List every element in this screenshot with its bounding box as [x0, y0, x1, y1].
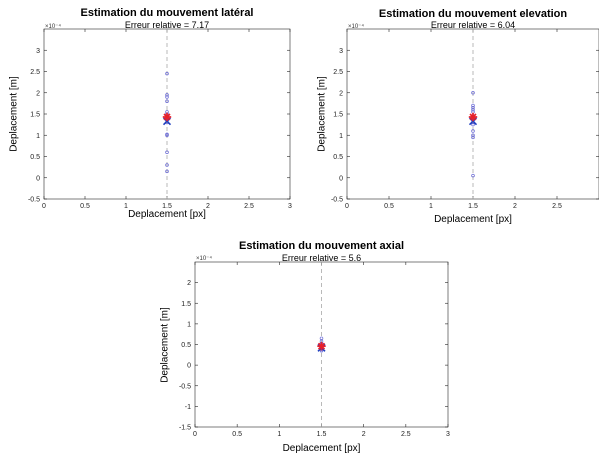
chart-2-sample-point — [471, 122, 475, 127]
chart-3-reference-marker — [317, 341, 326, 351]
chart-3-ytick-label: 0.5 — [181, 342, 191, 349]
chart-3-xtick-label: 1 — [277, 431, 281, 438]
chart-2-xtick-label: 0 — [345, 203, 349, 210]
chart-3-xtick-label: 2 — [362, 431, 366, 438]
chart-1-ytick-label: 2.5 — [30, 69, 40, 76]
chart-2-ytick-label: 1 — [339, 133, 343, 140]
chart-2-sample-point — [471, 135, 475, 140]
chart-1-xtick-label: 0.5 — [80, 203, 90, 210]
chart-2-title: Estimation du mouvement elevation — [378, 8, 568, 20]
chart-3-ytick-label: -1 — [185, 404, 191, 411]
chart-2-reference-marker — [468, 112, 478, 122]
chart-1-xtick-label: 0 — [42, 203, 46, 210]
chart-2-subtitle: Erreur relative = 6.04 — [430, 20, 516, 30]
chart-1-subtitle: Erreur relative = 7.17 — [124, 20, 210, 30]
chart-2-ytick-label: 3 — [339, 48, 343, 55]
chart-1-title: Estimation du mouvement latéral — [80, 7, 254, 19]
chart-3-xlabel: Deplacement [px] — [282, 443, 361, 454]
chart-3-subtitle: Erreur relative = 5.6 — [281, 253, 362, 263]
chart-2-sample-point — [471, 105, 475, 110]
chart-1-sample-point — [165, 169, 169, 174]
chart-1-xtick-label: 3 — [288, 203, 292, 210]
chart-1-ytick-label: -0.5 — [28, 197, 40, 204]
chart-3-xtick-label: 0 — [193, 431, 197, 438]
chart-2-ytick-label: 0 — [339, 175, 343, 182]
chart-2-sample-point — [471, 90, 475, 95]
chart-1-ytick-label: 0 — [36, 175, 40, 182]
chart-3-xtick-label: 0.5 — [232, 431, 242, 438]
chart-1-xtick-label: 2.5 — [244, 203, 254, 210]
chart-1-ytick-label: 1.5 — [30, 112, 40, 119]
chart-1-ytick-label: 3 — [36, 48, 40, 55]
chart-3-xtick-label: 1.5 — [317, 431, 327, 438]
chart-3-ytick-label: -1.5 — [179, 425, 191, 432]
chart-2-sample-point — [471, 173, 475, 178]
chart-2-sample-point — [471, 133, 475, 137]
chart-2-xtick-label: 1.5 — [468, 203, 478, 210]
chart-2-xtick-label: 1 — [429, 203, 433, 210]
chart-3-ytick-label: 1 — [187, 321, 191, 328]
chart-2-xtick-label: 0.5 — [384, 203, 394, 210]
chart-2-ytick-label: -0.5 — [331, 197, 343, 204]
chart-1-sample-point — [165, 132, 169, 137]
chart-1-xtick-label: 1 — [124, 203, 128, 210]
chart-3-plot: 0 0.5 1 1.5 2 2.5 3 -1.5 -1 -0.5 0 0.5 1 1.5 2 — [179, 261, 450, 438]
chart-2-ytick-label: 1.5 — [333, 112, 343, 119]
chart-1-sample-point — [165, 163, 169, 167]
chart-3-ytick-label: 0 — [187, 363, 191, 370]
chart-2-ytick-label: 2 — [339, 90, 343, 97]
chart-1-ytick-label: 1 — [36, 133, 40, 140]
chart-3-xtick-label: 2.5 — [401, 431, 411, 438]
chart-2-plot: 0 0.5 1 1.5 2 2.5-0.500.511.522.53 — [331, 28, 599, 210]
chart-2-sample-point — [471, 103, 475, 108]
chart-1-plot: 0 0.5 1 1.5 2 2.5 3-0.500.511.522.53 — [28, 28, 292, 210]
chart-3-xtick-label: 3 — [446, 431, 450, 438]
chart-2-sample-point — [471, 129, 475, 133]
chart-1-ytick-label: 0.5 — [30, 154, 40, 161]
chart-2-ytick-label: 2.5 — [333, 69, 343, 76]
chart-1-y-exponent: ×10⁻⁴ — [45, 24, 61, 30]
chart-1-sample-point — [165, 95, 169, 99]
chart-1-xlabel: Deplacement [px] — [128, 209, 206, 220]
chart-1-sample-point — [165, 99, 169, 103]
chart-2-y-exponent: ×10⁻⁴ — [348, 24, 364, 30]
chart-2-sample-point — [471, 107, 475, 112]
chart-2-ytick-label: 0.5 — [333, 154, 343, 161]
chart-2-xtick-label: 2.5 — [552, 203, 562, 210]
chart-3-y-exponent: ×10⁻⁴ — [196, 256, 212, 262]
chart-1-reference-marker — [162, 112, 172, 122]
chart-1-sample-point — [165, 93, 169, 97]
chart-3-ytick-label: 2 — [187, 280, 191, 287]
chart-1-sample-point — [165, 71, 169, 76]
chart-1-xtick-label: 1.5 — [162, 203, 172, 210]
chart-3-sample-point — [319, 336, 324, 341]
chart-2-xlabel: Deplacement [px] — [434, 214, 512, 225]
chart-3-title: Estimation du mouvement axial — [238, 240, 405, 252]
chart-3-ytick-label: 1.5 — [181, 301, 191, 308]
chart-3-ytick-label: -0.5 — [179, 383, 191, 390]
chart-2-xtick-label: 2 — [513, 203, 517, 210]
chart-1-ytick-label: 2 — [36, 90, 40, 97]
chart-1-xtick-label: 2 — [206, 203, 210, 210]
chart-1-sample-point — [165, 150, 169, 154]
